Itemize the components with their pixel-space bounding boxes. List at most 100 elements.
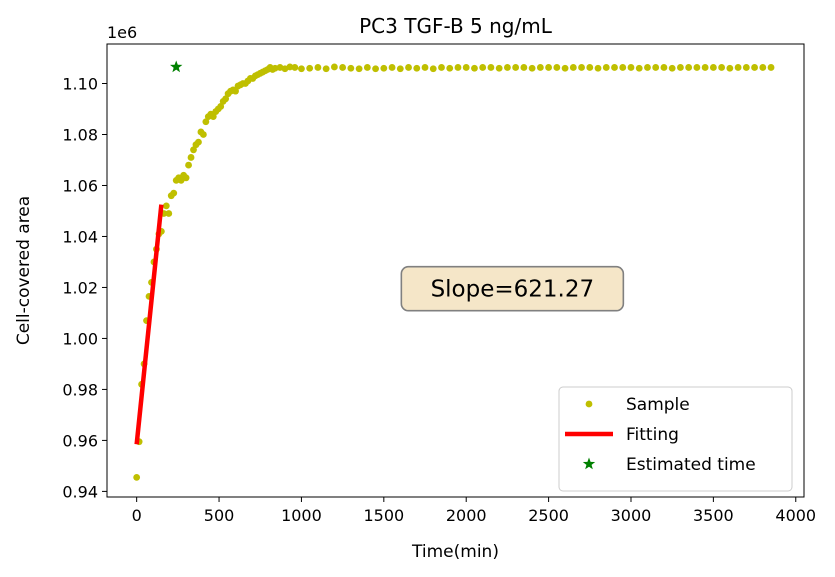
sample-point — [734, 64, 742, 71]
sample-point — [611, 64, 618, 71]
sample-point — [561, 64, 569, 72]
sample-point — [291, 64, 299, 71]
legend-label: Estimated time — [626, 455, 756, 475]
sample-point — [742, 64, 750, 71]
sample-point — [454, 64, 462, 71]
sample-point — [355, 65, 363, 73]
sample-point — [487, 64, 495, 71]
y-tick-label: 1.10 — [62, 75, 98, 94]
sample-point — [677, 64, 684, 71]
y-tick-label: 1.06 — [62, 176, 98, 195]
sample-point — [619, 64, 627, 71]
y-tick-label: 0.98 — [62, 380, 98, 399]
sample-point — [504, 64, 511, 71]
y-tick-label: 1.04 — [62, 227, 98, 246]
sample-point — [520, 64, 528, 71]
x-tick-label: 3500 — [693, 506, 734, 525]
sample-point — [553, 64, 561, 71]
sample-point — [314, 64, 322, 71]
sample-point — [363, 64, 371, 71]
sample-point — [594, 64, 602, 72]
plot-frame — [106, 43, 805, 498]
y-axis-offset-label: 1e6 — [107, 23, 137, 42]
sample-point — [405, 64, 412, 71]
x-axis-ticks: 0 500 1000 1500 2000 2500 3000 3500 4000 — [132, 497, 816, 525]
sample-point — [512, 64, 520, 71]
sample-point — [635, 64, 643, 72]
sample-point — [709, 64, 717, 71]
x-tick-label: 3000 — [611, 506, 652, 525]
sample-point — [190, 146, 197, 154]
sample-point — [182, 174, 190, 182]
sample-point — [479, 64, 487, 71]
y-tick-label: 1.08 — [62, 125, 98, 144]
y-tick-label: 1.02 — [62, 278, 98, 297]
slope-annotation: Slope=621.27 — [400, 265, 625, 312]
sample-point — [170, 189, 178, 197]
sample-point — [396, 65, 404, 73]
sample-point — [586, 64, 594, 71]
sample-point — [372, 65, 379, 73]
sample-point — [718, 64, 726, 71]
x-tick-label: 2000 — [446, 506, 487, 525]
sample-point — [286, 63, 294, 71]
sample-point — [652, 64, 660, 71]
annotation-text: Slope=621.27 — [431, 277, 595, 303]
legend-sample-marker — [585, 400, 593, 408]
x-tick-label: 1500 — [363, 506, 404, 525]
sample-point — [165, 210, 173, 217]
sample-point — [685, 64, 693, 71]
sample-point — [388, 64, 396, 71]
sample-point — [759, 64, 767, 71]
y-tick-label: 1.00 — [62, 329, 98, 348]
sample-point — [462, 64, 470, 71]
legend-box — [558, 386, 793, 492]
sample-point — [413, 64, 421, 72]
sample-point — [339, 64, 347, 71]
chart-marks — [133, 60, 775, 481]
sample-point — [232, 87, 239, 95]
sample-point — [668, 64, 676, 72]
sample-point — [306, 64, 314, 72]
sample-point — [528, 64, 536, 72]
legend: Sample Fitting Estimated time — [558, 386, 793, 492]
x-tick-label: 4000 — [775, 506, 816, 525]
sample-point — [438, 64, 445, 71]
legend-label: Fitting — [626, 425, 679, 445]
sample-point — [495, 64, 503, 72]
sample-point — [187, 154, 195, 161]
sample-point — [660, 64, 668, 71]
sample-point — [185, 161, 192, 169]
annotation-box — [400, 265, 625, 312]
sample-point — [701, 64, 709, 71]
sample-point — [471, 64, 478, 72]
sample-point — [202, 118, 210, 126]
y-axis-ticks: 0.94 0.96 0.98 1.00 1.02 1.04 1.06 1.08 1.10 — [62, 75, 107, 501]
sample-point — [429, 65, 437, 73]
estimated-time-star — [170, 60, 183, 73]
x-tick-label: 500 — [204, 506, 235, 525]
sample-point — [693, 64, 701, 71]
sample-point — [298, 65, 305, 73]
sample-point — [446, 64, 454, 72]
sample-point — [751, 64, 758, 71]
fitting-line — [134, 204, 164, 445]
y-tick-label: 0.94 — [62, 482, 98, 501]
sample-point — [421, 64, 429, 71]
y-axis-label: Cell-covered area — [14, 196, 34, 345]
sample-point — [726, 64, 734, 72]
x-tick-label: 0 — [132, 506, 142, 525]
sample-point — [162, 202, 170, 210]
sample-point — [536, 64, 544, 71]
sample-point — [545, 64, 552, 71]
x-tick-label: 1000 — [281, 506, 322, 525]
sample-point — [330, 63, 338, 71]
sample-point — [195, 138, 202, 146]
sample-point — [322, 65, 330, 73]
sample-point — [222, 95, 230, 103]
sample-point — [199, 131, 207, 138]
x-tick-label: 2500 — [528, 506, 569, 525]
chart-title: PC3 TGF-B 5 ng/mL — [359, 14, 553, 38]
sample-point — [644, 64, 651, 71]
